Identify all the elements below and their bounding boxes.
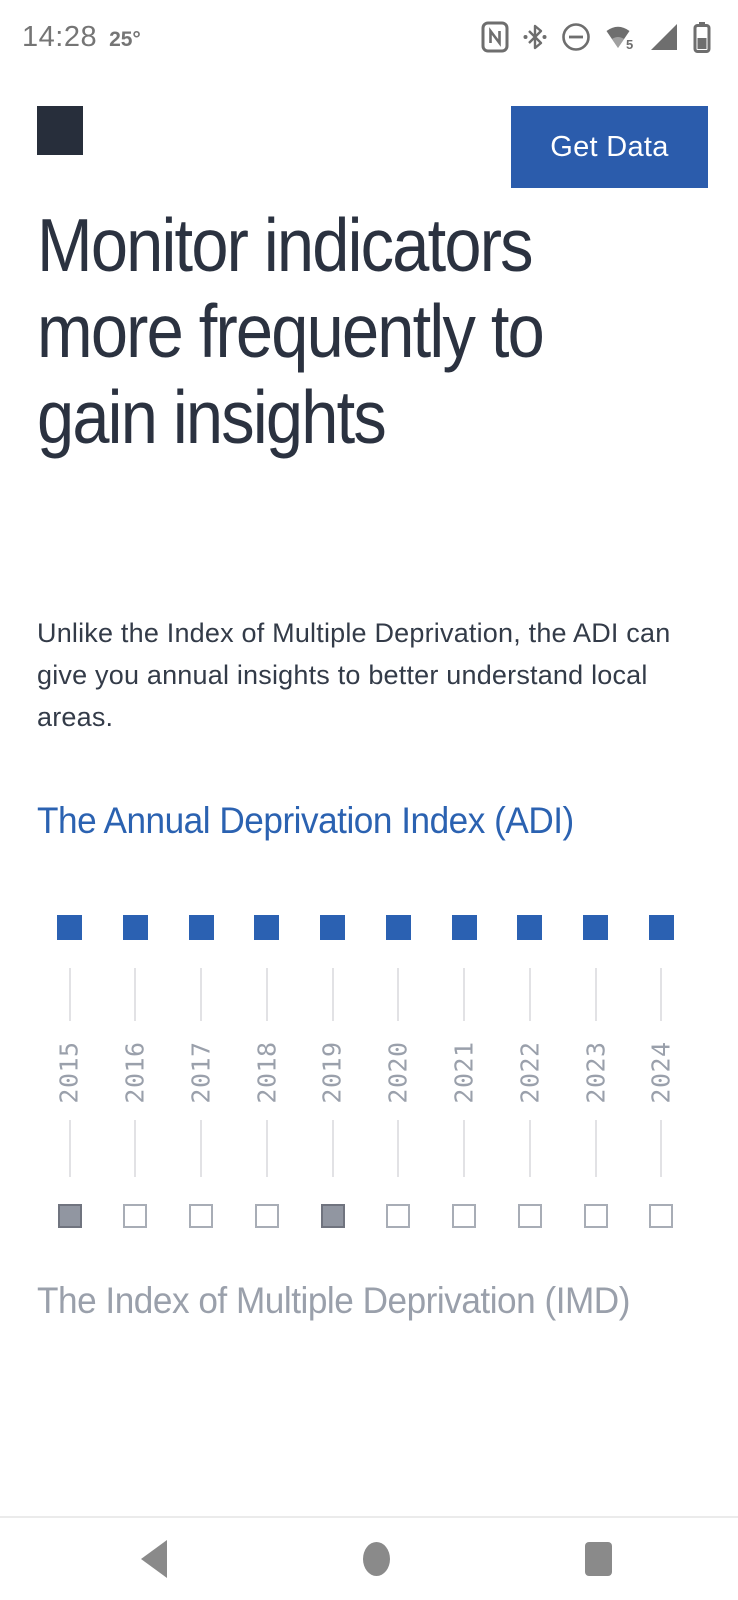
chart-year-column: 2022 xyxy=(515,915,545,1228)
imd-year-marker xyxy=(123,1204,148,1228)
imd-year-marker xyxy=(583,1204,608,1228)
timeline-connector-bottom xyxy=(265,1120,268,1177)
imd-year-marker xyxy=(320,1204,345,1228)
chart-year-column: 2018 xyxy=(252,915,282,1228)
year-label: 2023 xyxy=(581,1040,611,1104)
status-left: 14:28 25° xyxy=(22,21,141,54)
adi-year-marker xyxy=(57,915,82,940)
chart-year-column: 2019 xyxy=(318,915,348,1228)
timeline-connector-top xyxy=(660,968,663,1021)
timeline-connector-top xyxy=(397,968,400,1021)
home-button[interactable] xyxy=(354,1537,398,1581)
back-icon xyxy=(141,1540,167,1578)
chart-year-column: 2023 xyxy=(581,915,611,1228)
back-button[interactable] xyxy=(132,1537,176,1581)
timeline-connector-bottom xyxy=(331,1120,334,1177)
year-label: 2018 xyxy=(252,1040,282,1104)
adi-year-marker xyxy=(188,915,214,940)
timeline-connector-top xyxy=(134,968,137,1021)
adi-year-marker xyxy=(451,915,477,940)
adi-year-marker xyxy=(320,915,346,940)
adi-year-marker xyxy=(254,915,280,940)
site-logo[interactable] xyxy=(37,106,83,155)
page-title: Monitor indicators more frequently to ga… xyxy=(37,203,545,459)
timeline-connector-bottom xyxy=(528,1120,531,1177)
imd-year-marker xyxy=(57,1204,82,1228)
page-description: Unlike the Index of Multiple Deprivation… xyxy=(37,618,671,732)
timeline-connector-top xyxy=(594,968,597,1021)
adi-year-marker xyxy=(385,915,411,940)
home-icon xyxy=(362,1542,390,1576)
timeline-connector-top xyxy=(200,968,203,1021)
status-bar: 14:28 25° xyxy=(0,0,738,58)
adi-heading: The Annual Deprivation Index (ADI) xyxy=(37,800,574,841)
do-not-disturb-icon xyxy=(561,21,591,53)
get-data-button[interactable]: Get Data xyxy=(511,106,708,188)
timeline-connector-bottom xyxy=(397,1120,400,1177)
nfc-icon xyxy=(481,21,509,53)
imd-year-marker xyxy=(254,1204,279,1228)
year-label: 2022 xyxy=(515,1040,545,1104)
status-icons: 5 xyxy=(481,21,712,53)
chart-year-column: 2017 xyxy=(186,915,216,1228)
imd-year-marker xyxy=(517,1204,542,1228)
chart: 2015 2016 2017 2018 xyxy=(55,915,676,1228)
chart-year-column: 2021 xyxy=(449,915,479,1228)
timeline-connector-bottom xyxy=(594,1120,597,1177)
wifi-5-icon: 5 xyxy=(604,21,636,53)
imd-year-marker xyxy=(452,1204,477,1228)
adi-year-marker xyxy=(648,915,674,940)
year-label: 2021 xyxy=(449,1040,479,1104)
imd-year-marker xyxy=(649,1204,674,1228)
chart-year-column: 2020 xyxy=(383,915,413,1228)
android-nav-bar xyxy=(0,1516,738,1600)
timeline-connector-bottom xyxy=(660,1120,663,1177)
adi-year-marker xyxy=(122,915,148,940)
app-header: Get Data xyxy=(0,58,738,188)
imd-year-marker xyxy=(189,1204,214,1228)
chart-year-column: 2016 xyxy=(120,915,150,1228)
recents-icon xyxy=(584,1542,612,1576)
svg-text:5: 5 xyxy=(626,37,633,52)
cell-signal-icon xyxy=(649,21,679,53)
timeline-connector-top xyxy=(68,968,71,1021)
adi-year-marker xyxy=(583,915,609,940)
timeline-connector-top xyxy=(528,968,531,1021)
chart-year-column: 2024 xyxy=(646,915,676,1228)
timeline-connector-bottom xyxy=(68,1120,71,1177)
imd-year-marker xyxy=(386,1204,411,1228)
timeline-connector-top xyxy=(265,968,268,1021)
year-label: 2015 xyxy=(55,1040,84,1104)
adi-year-marker xyxy=(517,915,543,940)
year-label: 2017 xyxy=(186,1040,216,1104)
year-label: 2024 xyxy=(646,1040,676,1104)
temperature: 25° xyxy=(109,27,141,51)
imd-heading: The Index of Multiple Deprivation (IMD) xyxy=(37,1280,630,1321)
bluetooth-icon xyxy=(522,21,548,53)
timeline-connector-top xyxy=(331,968,334,1021)
clock: 14:28 xyxy=(22,20,98,53)
timeline-connector-bottom xyxy=(200,1120,203,1177)
chart-year-column: 2015 xyxy=(55,915,84,1228)
recents-button[interactable] xyxy=(576,1537,620,1581)
timeline-connector-bottom xyxy=(463,1120,466,1177)
year-label: 2020 xyxy=(383,1040,413,1104)
timeline-connector-bottom xyxy=(134,1120,137,1177)
timeline-connector-top xyxy=(463,968,466,1021)
year-label: 2016 xyxy=(120,1040,150,1104)
battery-icon xyxy=(692,21,712,53)
year-label: 2019 xyxy=(318,1040,348,1104)
